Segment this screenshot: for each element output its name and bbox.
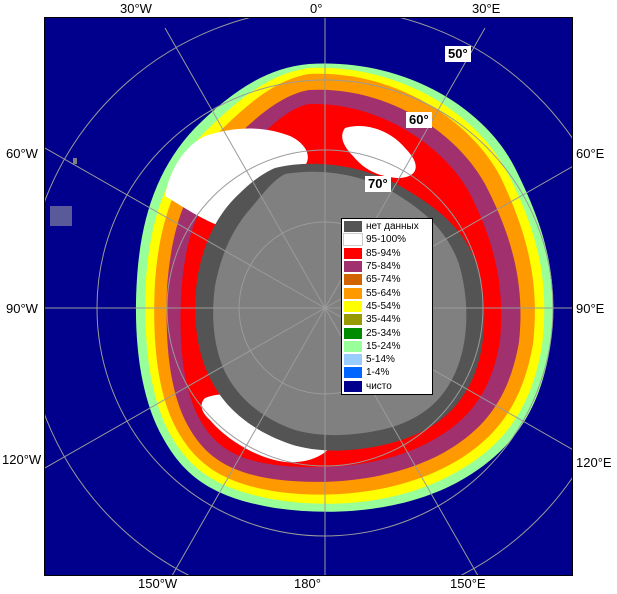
legend-row: 85-94% bbox=[344, 247, 430, 260]
legend-label: 85-94% bbox=[366, 247, 401, 259]
lon-label-180-bottom: 180° bbox=[294, 576, 321, 591]
land-fragment bbox=[50, 206, 72, 226]
legend-label: 95-100% bbox=[366, 234, 407, 246]
legend-swatch bbox=[344, 300, 362, 312]
land-fragment bbox=[73, 158, 77, 164]
legend-label: 35-44% bbox=[366, 314, 401, 326]
legend-label: 5-14% bbox=[366, 354, 395, 366]
legend-label: 55-64% bbox=[366, 287, 401, 299]
legend-label: 25-34% bbox=[366, 327, 401, 339]
legend-swatch bbox=[344, 327, 362, 339]
legend-swatch bbox=[344, 340, 362, 352]
legend-row: 95-100% bbox=[343, 233, 430, 247]
latitude-label-60: 60° bbox=[406, 112, 432, 128]
legend-swatch bbox=[344, 261, 362, 273]
sea-ice-map: 50° 60° 70° нет данных 95-100% 85-94% 75-84… bbox=[44, 17, 573, 576]
legend-swatch bbox=[344, 354, 362, 366]
meridian bbox=[164, 27, 326, 309]
legend-row: нет данных bbox=[344, 220, 430, 233]
legend-swatch bbox=[344, 380, 362, 392]
lon-label-30e-top: 30°E bbox=[472, 1, 501, 16]
legend-row: 35-44% bbox=[344, 313, 430, 326]
lon-label-30w-top: 30°W bbox=[120, 1, 152, 16]
meridian bbox=[171, 307, 326, 575]
legend-swatch bbox=[344, 221, 362, 233]
legend-row: 45-54% bbox=[344, 300, 430, 313]
legend-row: 75-84% bbox=[344, 260, 430, 273]
ice-band-95-100-top bbox=[342, 126, 416, 178]
legend-label: нет данных bbox=[366, 221, 419, 233]
legend-swatch bbox=[344, 287, 362, 299]
legend-label: 75-84% bbox=[366, 261, 401, 273]
lon-label-120w-left: 120°W bbox=[2, 452, 42, 467]
lon-label-60e-right: 60°E bbox=[576, 146, 605, 161]
legend-label: 15-24% bbox=[366, 340, 401, 352]
legend-swatch bbox=[343, 233, 363, 247]
legend-row: 65-74% bbox=[344, 273, 430, 286]
legend-row: 5-14% bbox=[344, 353, 430, 366]
legend-swatch bbox=[344, 247, 362, 259]
legend-row: 15-24% bbox=[344, 340, 430, 353]
meridian bbox=[45, 147, 326, 309]
lon-label-150w-bottom: 150°W bbox=[138, 576, 178, 591]
latitude-label-70: 70° bbox=[365, 176, 391, 192]
legend-label: 1-4% bbox=[366, 367, 390, 379]
meridian bbox=[45, 307, 326, 469]
lon-label-90e-right: 90°E bbox=[576, 301, 605, 316]
lon-label-150e-bottom: 150°E bbox=[450, 576, 486, 591]
legend-label: 65-74% bbox=[366, 274, 401, 286]
legend-row: 1-4% bbox=[344, 366, 430, 379]
legend-swatch bbox=[344, 367, 362, 379]
map-canvas bbox=[45, 18, 572, 575]
legend-row: чисто bbox=[344, 380, 430, 393]
legend-swatch bbox=[344, 314, 362, 326]
legend: нет данных 95-100% 85-94% 75-84% 65-74% 55-64… bbox=[341, 218, 433, 395]
land-fragments bbox=[50, 158, 77, 226]
lon-label-0-top: 0° bbox=[310, 1, 323, 16]
latitude-label-50: 50° bbox=[445, 46, 471, 62]
legend-row: 55-64% bbox=[344, 286, 430, 299]
lon-label-90w-left: 90°W bbox=[6, 301, 38, 316]
legend-swatch bbox=[344, 274, 362, 286]
legend-label: 45-54% bbox=[366, 300, 401, 312]
lon-label-120e-right: 120°E bbox=[576, 455, 612, 470]
legend-row: 25-34% bbox=[344, 326, 430, 339]
lon-label-60w-left: 60°W bbox=[6, 146, 38, 161]
legend-label: чисто bbox=[366, 380, 392, 392]
